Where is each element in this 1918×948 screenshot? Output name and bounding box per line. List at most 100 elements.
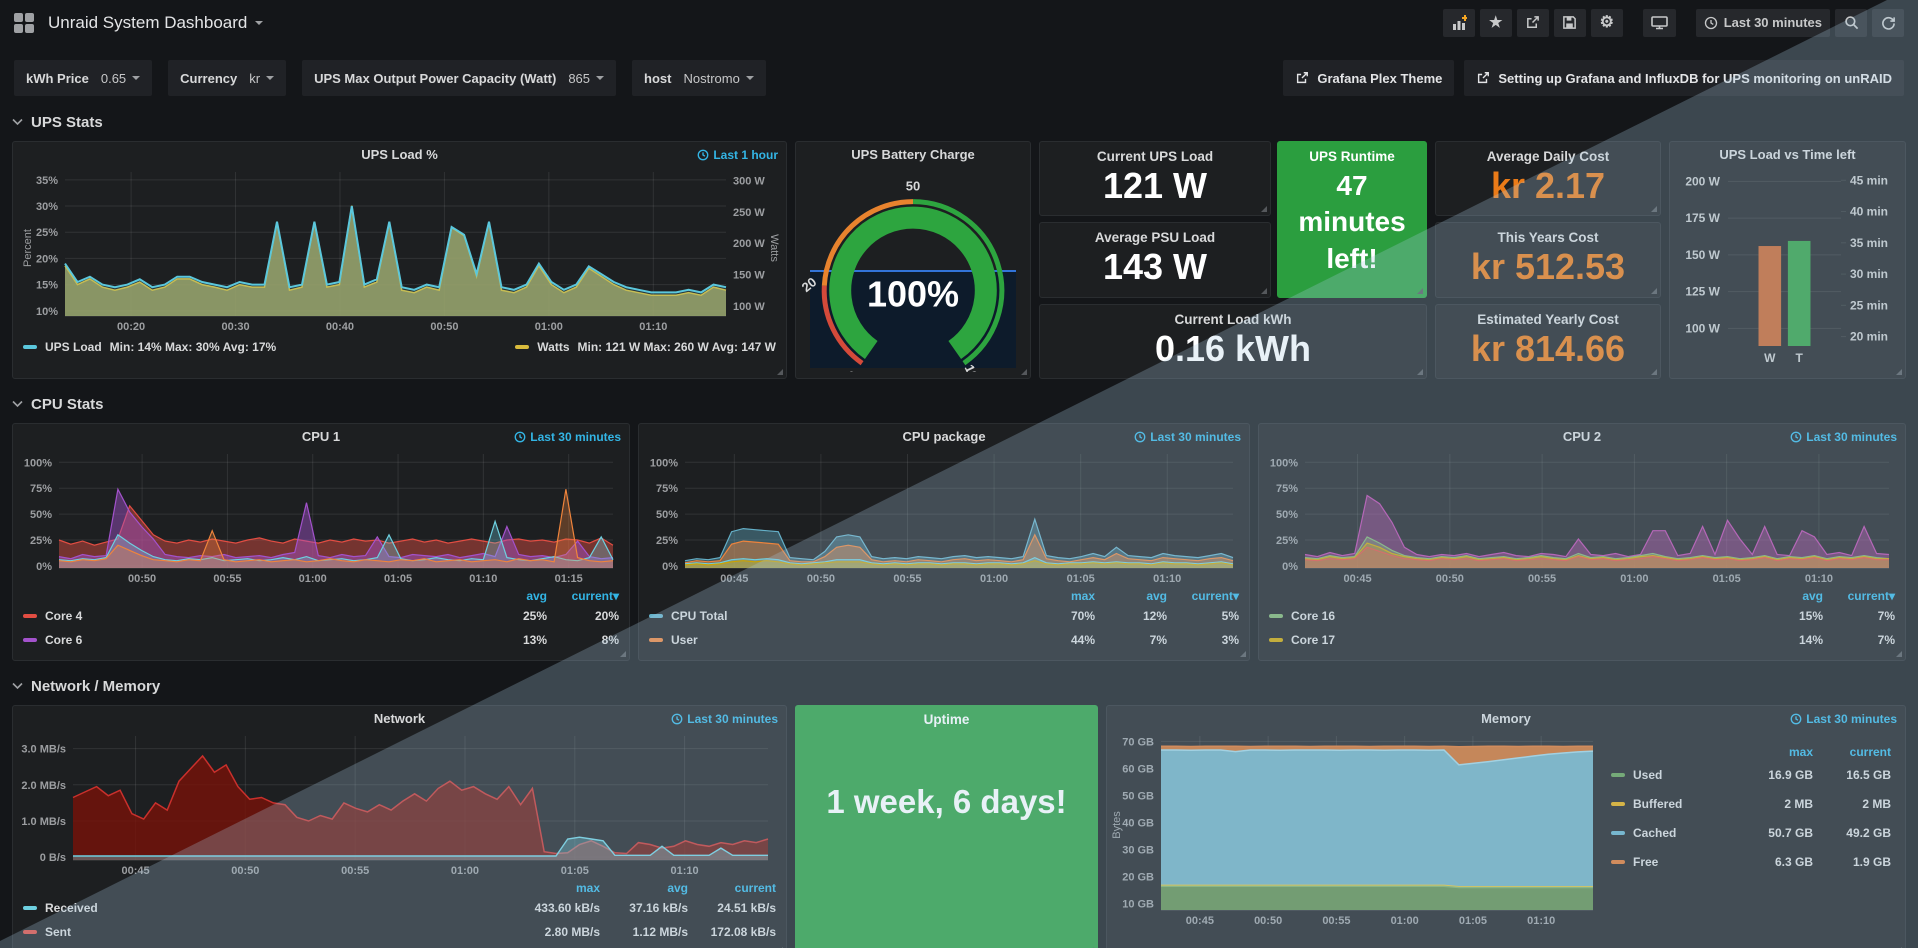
legend-item[interactable]: Core 6 13% 8% (23, 628, 619, 652)
svg-text:20 GB: 20 GB (1122, 871, 1154, 883)
legend-col-header[interactable]: current (734, 881, 776, 895)
clock-icon (671, 713, 683, 725)
legend-item[interactable]: CPU Total 70% 12% 5% (649, 604, 1239, 628)
variable-value-dropdown[interactable]: Nostromo (683, 71, 754, 86)
svg-text:75%: 75% (30, 483, 52, 495)
legend-col-header[interactable]: avg (526, 589, 547, 603)
panel-network: Network Last 30 minutes 00:45 00:50 00:55 0… (12, 705, 787, 948)
variable-label: Currency (180, 70, 238, 86)
link-grafana-plex-theme[interactable]: Grafana Plex Theme (1283, 60, 1455, 96)
stat-title[interactable]: UPS Runtime (1309, 149, 1395, 164)
panel-title[interactable]: CPU 1 (301, 429, 341, 444)
section-network-memory[interactable]: Network / Memory (12, 675, 1918, 697)
section-ups-stats[interactable]: UPS Stats (12, 111, 1918, 133)
legend-col-header[interactable]: max (575, 881, 600, 895)
stat-title[interactable]: This Years Cost (1497, 230, 1599, 246)
legend-col-header[interactable]: current▾ (1191, 589, 1239, 603)
share-button[interactable] (1516, 8, 1549, 37)
legend-col-header[interactable]: avg (1802, 589, 1823, 603)
legend-color (23, 930, 37, 934)
tv-mode-button[interactable] (1642, 8, 1676, 37)
legend-color (23, 638, 37, 642)
legend-item[interactable]: Buffered 2 MB 2 MB (1611, 789, 1891, 818)
panel-title[interactable]: CPU 2 (1562, 429, 1602, 444)
variable-currency[interactable]: Currency kr (168, 60, 287, 96)
legend-value: 25% (522, 609, 547, 623)
cpu-package-chart: 00:45 00:50 00:55 01:00 01:05 01:10 100% 75% 50%… (650, 454, 1234, 585)
section-cpu-stats[interactable]: CPU Stats (12, 393, 1918, 415)
svg-text:0: 0 (845, 369, 862, 372)
panel-time-label: Last 30 minutes (1790, 430, 1897, 444)
legend-col-header[interactable]: max (1788, 745, 1813, 759)
stat-title[interactable]: Current Load kWh (1174, 311, 1292, 327)
legend-item[interactable]: Cached 50.7 GB 49.2 GB (1611, 818, 1891, 847)
svg-text:35 min: 35 min (1850, 236, 1888, 250)
stat-title[interactable]: Current UPS Load (1096, 149, 1214, 164)
stat-title[interactable]: Average PSU Load (1094, 230, 1216, 246)
legend-item[interactable]: Used 16.9 GB 16.5 GB (1611, 760, 1891, 789)
stat-title[interactable]: Uptime (923, 712, 970, 727)
variable-label: kWh Price (26, 70, 89, 86)
chevron-down-icon (745, 76, 754, 80)
variable-value-dropdown[interactable]: 0.65 (101, 71, 141, 86)
legend-header: avg current▾ (23, 588, 619, 604)
panel-title[interactable]: Memory (1481, 711, 1531, 726)
stat-value: 121 W (1102, 165, 1208, 206)
legend-col-header[interactable]: avg (1146, 589, 1167, 603)
legend-value: 15% (1798, 609, 1823, 623)
legend-item[interactable]: Core 4 25% 20% (23, 604, 619, 628)
panel-title[interactable]: UPS Load % (361, 147, 438, 162)
svg-text:150 W: 150 W (733, 270, 765, 282)
variable-value-dropdown[interactable]: kr (249, 71, 275, 86)
legend-item[interactable]: UPS Load Min: 14% Max: 30% Avg: 17% (23, 340, 276, 354)
legend-item[interactable]: Free 6.3 GB 1.9 GB (1611, 847, 1891, 876)
zoom-out-button[interactable] (1835, 8, 1867, 37)
legend-value: 7% (1877, 633, 1895, 647)
dashboard-title[interactable]: Unraid System Dashboard (48, 13, 264, 33)
grafana-logo[interactable] (14, 12, 34, 33)
svg-text:0%: 0% (662, 561, 678, 573)
legend-item[interactable]: Core 16 15% 7% (1269, 604, 1895, 628)
stat-value: 47 minutes left! (1298, 170, 1406, 274)
legend-col-header[interactable]: avg (667, 881, 688, 895)
chevron-down-icon (12, 682, 23, 690)
add-panel-button[interactable] (1442, 8, 1475, 37)
refresh-button[interactable] (1872, 8, 1904, 37)
legend-color (1611, 830, 1625, 835)
variable-kwh-price[interactable]: kWh Price 0.65 (14, 60, 153, 96)
panel-uptime: Uptime 1 week, 6 days! (795, 705, 1098, 948)
panel-title[interactable]: UPS Battery Charge (851, 147, 975, 162)
clock-icon (1704, 16, 1717, 29)
save-button[interactable] (1553, 8, 1586, 37)
legend-value: 24.51 kB/s (717, 901, 776, 915)
panel-title[interactable]: UPS Load vs Time left (1719, 147, 1856, 162)
variable-host[interactable]: host Nostromo (632, 60, 766, 96)
panel-title[interactable]: CPU package (902, 429, 986, 444)
cost-stat-column: Average Daily Cost kr 2.17 This Years Co… (1435, 141, 1661, 379)
time-range-picker[interactable]: Last 30 minutes (1695, 8, 1830, 37)
svg-text:50%: 50% (1276, 509, 1298, 521)
settings-button[interactable]: ⚙ (1590, 8, 1623, 37)
legend-col-header[interactable]: current▾ (1847, 589, 1895, 603)
legend-item[interactable]: Watts Min: 121 W Max: 260 W Avg: 147 W (515, 340, 776, 354)
legend-col-header[interactable]: current▾ (571, 589, 619, 603)
svg-text:01:05: 01:05 (384, 573, 412, 585)
legend-color (1611, 772, 1625, 777)
cpu2-chart: 00:45 00:50 00:55 01:00 01:05 01:10 100% 75% 50%… (1270, 454, 1890, 585)
legend-value: 2 MB (1784, 796, 1813, 811)
variable-ups-max-output[interactable]: UPS Max Output Power Capacity (Watt) 865 (302, 60, 617, 96)
legend-item[interactable]: Sent 2.80 MB/s 1.12 MB/s 172.08 kB/s (23, 920, 776, 944)
stat-title[interactable]: Average Daily Cost (1486, 149, 1610, 164)
link-setup-guide[interactable]: Setting up Grafana and InfluxDB for UPS … (1464, 60, 1904, 96)
panel-title[interactable]: Network (373, 711, 426, 726)
variable-value-dropdown[interactable]: 865 (568, 71, 605, 86)
stat-title[interactable]: Estimated Yearly Cost (1477, 311, 1619, 327)
legend-item[interactable]: Core 17 14% 7% (1269, 628, 1895, 652)
legend-col-header[interactable]: max (1070, 589, 1095, 603)
legend-item[interactable]: User 44% 7% 3% (649, 628, 1239, 652)
legend-item[interactable]: Received 433.60 kB/s 37.16 kB/s 24.51 kB/s (23, 896, 776, 920)
favorite-button[interactable]: ★ (1479, 8, 1512, 37)
legend-col-header[interactable]: current (1849, 745, 1891, 759)
stat-value: kr 814.66 (1470, 327, 1626, 369)
variable-label: host (644, 70, 672, 86)
